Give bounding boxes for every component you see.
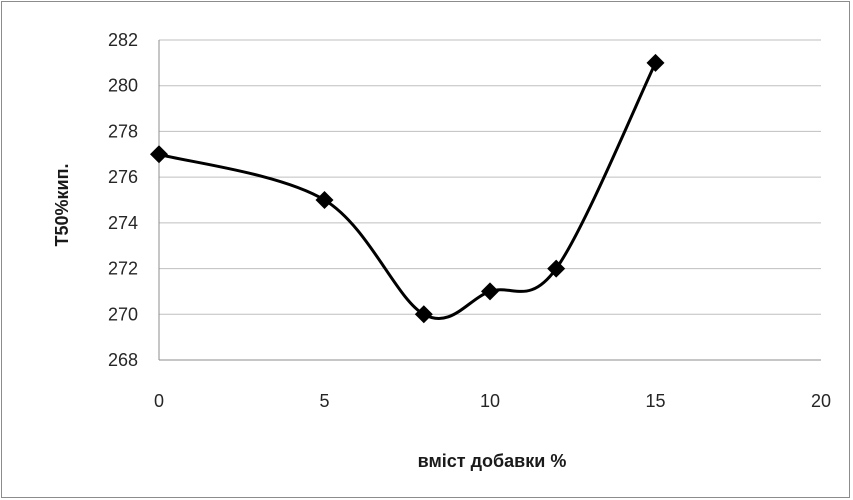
y-tick-labels: 268 270 272 274 276 278 280 282: [108, 30, 138, 370]
x-tick-label: 15: [645, 391, 665, 411]
series-line: [157, 61, 657, 320]
series: [150, 53, 665, 324]
data-point-3: [481, 282, 499, 301]
x-tick-label: 10: [480, 391, 500, 411]
y-tick-label: 280: [108, 76, 138, 96]
y-axis-title: T50%кип.: [52, 164, 72, 247]
data-point-5: [646, 53, 665, 72]
y-tick-label: 272: [108, 259, 138, 279]
x-tick-labels: 0 5 10 15 20: [154, 391, 831, 411]
y-tick-label: 268: [108, 350, 138, 370]
data-point-2: [414, 305, 433, 324]
y-tick-label: 274: [108, 213, 138, 233]
x-tick-label: 20: [811, 391, 831, 411]
data-point-0: [150, 145, 168, 164]
axes: [158, 40, 821, 361]
y-tick-label: 276: [108, 167, 138, 187]
data-point-4: [547, 259, 566, 278]
y-tick-label: 282: [108, 30, 138, 50]
data-point-1: [315, 191, 334, 209]
x-tick-label: 5: [319, 391, 329, 411]
x-axis-title: вміст добавки %: [418, 451, 567, 471]
x-tick-label: 0: [154, 391, 164, 411]
gridlines: [159, 39, 821, 361]
y-tick-label: 270: [108, 304, 138, 324]
y-tick-label: 278: [108, 121, 138, 141]
